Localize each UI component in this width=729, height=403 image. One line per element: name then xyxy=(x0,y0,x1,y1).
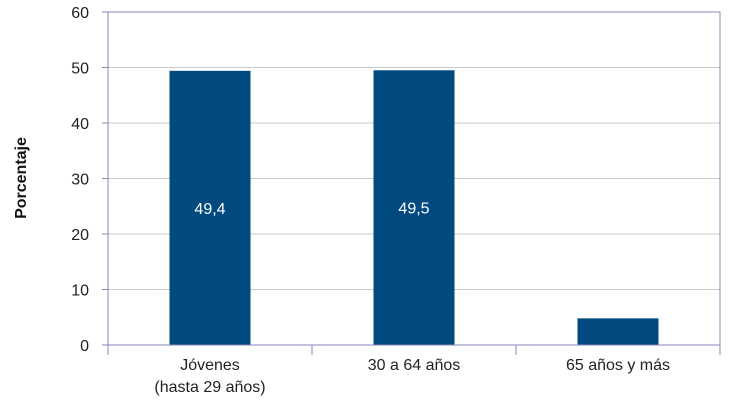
bar xyxy=(577,318,659,345)
bar xyxy=(373,70,455,346)
x-category-label: Jóvenes xyxy=(180,357,240,374)
y-axis-title: Porcentaje xyxy=(13,137,30,219)
data-label: 49,5 xyxy=(398,201,429,218)
y-tick-label: 30 xyxy=(71,172,89,189)
x-category-label: 65 años y más xyxy=(566,357,670,374)
y-axis-ticks: 0 10 20 30 40 50 60 xyxy=(71,5,108,355)
data-label: 49,4 xyxy=(194,201,225,218)
x-axis-categories: Jóvenes (hasta 29 años) 30 a 64 años 65 año… xyxy=(107,345,721,396)
y-tick-label: 60 xyxy=(71,5,89,22)
y-tick-label: 40 xyxy=(71,116,89,133)
y-tick-label: 50 xyxy=(71,61,89,78)
bars xyxy=(169,70,659,346)
x-category-label: 30 a 64 años xyxy=(368,357,461,374)
data-labels: 49,4 49,5 xyxy=(194,201,429,218)
x-category-label: (hasta 29 años) xyxy=(154,379,265,396)
bar xyxy=(169,70,251,345)
y-tick-label: 0 xyxy=(80,338,89,355)
y-tick-label: 10 xyxy=(71,283,89,300)
y-tick-label: 20 xyxy=(71,227,89,244)
